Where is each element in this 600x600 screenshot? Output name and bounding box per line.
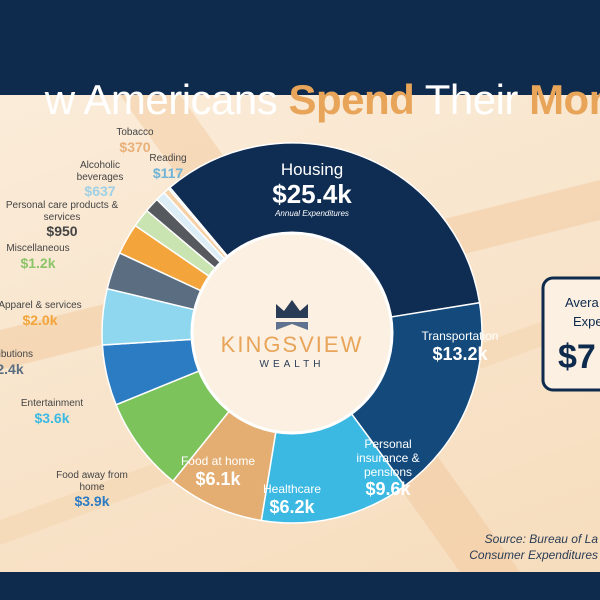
category-label: Food at home (180, 454, 256, 468)
slice-label: Food away from home $3.9k (52, 470, 132, 509)
slice-label: Personal insurance & pensions $9.6k (338, 437, 438, 500)
category-label: Entertainment (20, 398, 84, 409)
category-label: Miscellaneous (6, 243, 70, 254)
source: Source: Bureau of La (485, 532, 599, 546)
value-label: $25.4k (272, 178, 352, 209)
title-part: w Americans (44, 76, 289, 123)
value-label: $950 (46, 223, 78, 239)
value-label: $2.0k (22, 311, 58, 328)
slice-label: Reading $117 (143, 153, 193, 181)
annotation: Annual Expenditures (275, 209, 349, 219)
header-band (0, 0, 600, 95)
summary-value: $7 (558, 338, 596, 376)
slice-label: Entertainment $3.6k (7, 398, 97, 426)
category-label: Transportation (421, 329, 499, 343)
value-label: $3.9k (74, 493, 110, 509)
slice-label: Food at home $6.1k (178, 454, 258, 489)
slice-label: Apparel & services $2.0k (0, 300, 85, 328)
slice-label: Tobacco $370 (105, 127, 165, 155)
source: Consumer Expenditures (469, 548, 598, 562)
category-label: Personal insurance & pensions (356, 437, 420, 479)
slice-label: Housing $25.4k Annual Expenditures (242, 160, 382, 219)
title-part: Their (414, 76, 530, 123)
logo-tagline: WEALTH (260, 359, 325, 370)
value-label: $637 (84, 183, 116, 199)
slice-label: Personal care products & services $950 (2, 200, 122, 239)
summary-line: Expe (573, 314, 600, 329)
chart-title: w Americans Spend Their Mon (0, 28, 600, 172)
slice-label: Healthcare $6.2k (252, 482, 332, 517)
crown-base (276, 322, 308, 330)
category-label: Tobacco (116, 127, 154, 138)
value-label: $6.2k (269, 496, 315, 517)
category-label: Apparel & services (0, 300, 82, 311)
category-label: Healthcare (262, 482, 322, 496)
value-label: 2.4k (0, 360, 24, 377)
category-label: Food away from home (56, 470, 128, 493)
category-label: Housing (280, 160, 344, 179)
footer-band (0, 572, 600, 600)
logo-name: KINGSVIEW (221, 332, 364, 357)
center-disc (190, 231, 394, 435)
value-label: $1.2k (20, 254, 56, 271)
crown-icon (276, 300, 308, 318)
slice-label: ntributions2.4k (0, 349, 55, 377)
category-label: Reading (149, 153, 187, 164)
summary-box (541, 276, 600, 392)
slice-label: Alcoholic beverages $637 (65, 160, 135, 199)
slice-label: Transportation $13.2k (405, 329, 515, 364)
value-label: $117 (152, 164, 184, 181)
category-label: ntributions (0, 349, 34, 360)
summary-line: Avera (565, 295, 599, 310)
slice-label: Miscellaneous $1.2k (0, 243, 83, 271)
category-label: Alcoholic beverages (76, 160, 124, 183)
value-label: $6.1k (195, 468, 241, 489)
value-label: $13.2k (432, 343, 488, 364)
title-part: Mon (529, 76, 600, 123)
value-label: $9.6k (365, 479, 411, 500)
value-label: $3.6k (34, 409, 70, 426)
value-label: $370 (119, 138, 151, 155)
category-label: Personal care products & services (5, 200, 119, 223)
title-part: Spend (288, 76, 415, 123)
